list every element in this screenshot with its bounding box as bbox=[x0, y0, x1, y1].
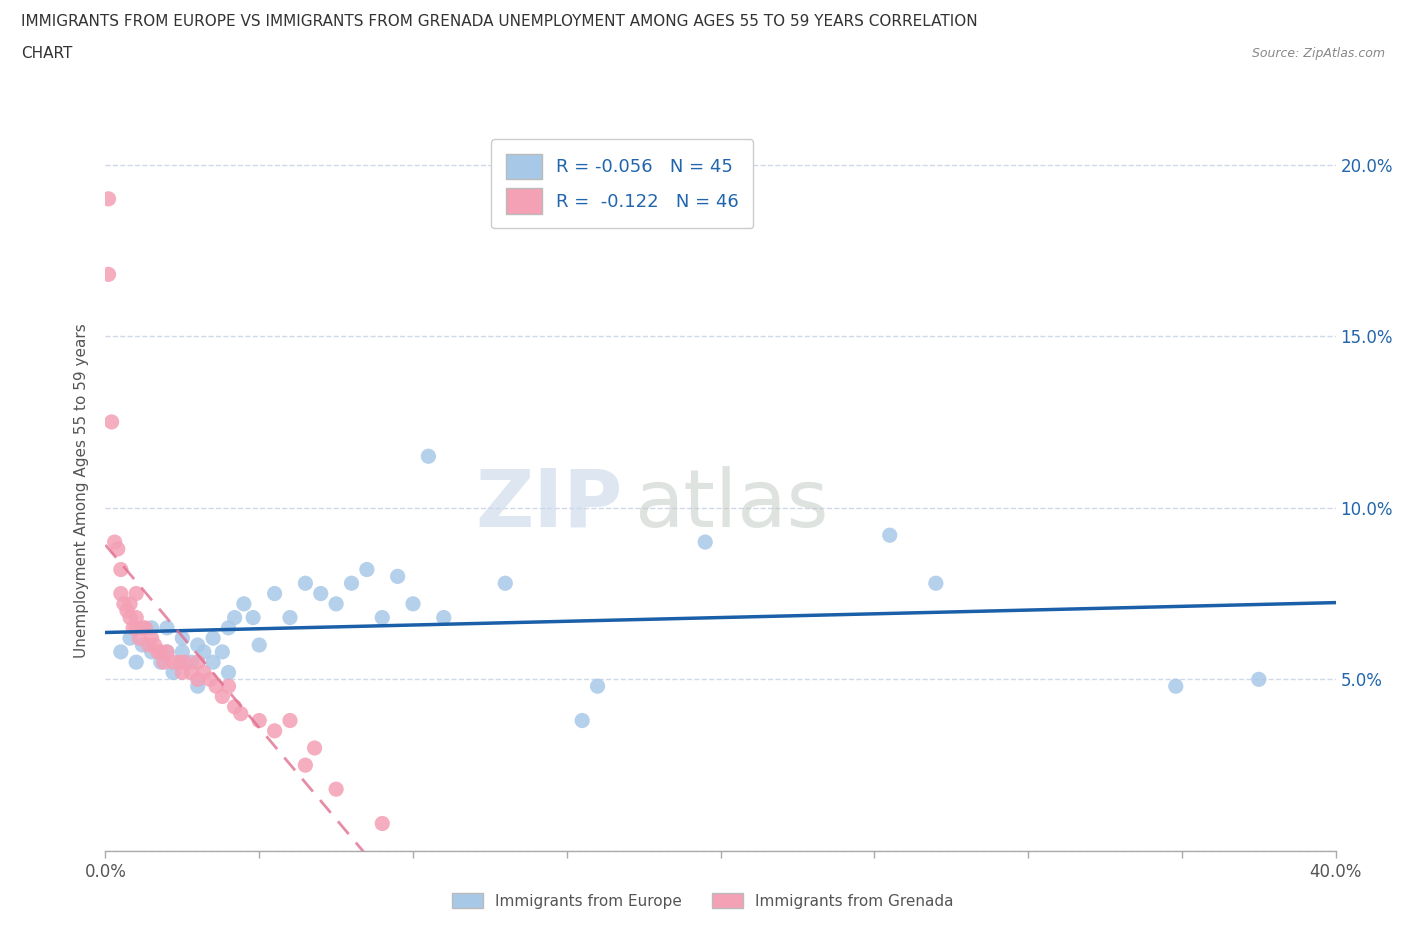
Point bbox=[125, 586, 148, 601]
Point bbox=[180, 665, 202, 680]
Point bbox=[125, 610, 148, 625]
Point bbox=[494, 576, 516, 591]
Point bbox=[371, 610, 394, 625]
Point bbox=[141, 620, 163, 635]
Point bbox=[187, 679, 209, 694]
Point bbox=[97, 192, 120, 206]
Point bbox=[125, 620, 148, 635]
Point bbox=[263, 586, 285, 601]
Point bbox=[340, 576, 363, 591]
Point bbox=[172, 631, 194, 645]
Point bbox=[433, 610, 456, 625]
Point bbox=[371, 816, 394, 830]
Point bbox=[107, 541, 129, 556]
Point bbox=[149, 644, 172, 659]
Point bbox=[278, 610, 301, 625]
Point bbox=[187, 655, 209, 670]
Point bbox=[193, 644, 215, 659]
Point bbox=[224, 699, 246, 714]
Point bbox=[387, 569, 409, 584]
Point bbox=[162, 655, 184, 670]
Point bbox=[131, 638, 153, 653]
Legend: R = -0.056   N = 45, R =  -0.122   N = 46: R = -0.056 N = 45, R = -0.122 N = 46 bbox=[491, 140, 754, 228]
Point bbox=[187, 638, 209, 653]
Point bbox=[586, 679, 609, 694]
Point bbox=[110, 586, 132, 601]
Point bbox=[695, 535, 717, 550]
Point bbox=[247, 638, 270, 653]
Point bbox=[156, 644, 179, 659]
Legend: Immigrants from Europe, Immigrants from Grenada: Immigrants from Europe, Immigrants from … bbox=[446, 886, 960, 915]
Point bbox=[112, 596, 135, 611]
Point bbox=[156, 620, 179, 635]
Y-axis label: Unemployment Among Ages 55 to 59 years: Unemployment Among Ages 55 to 59 years bbox=[75, 324, 90, 658]
Point bbox=[162, 665, 184, 680]
Point bbox=[1247, 671, 1270, 686]
Point bbox=[120, 631, 141, 645]
Point bbox=[205, 679, 228, 694]
Point bbox=[356, 562, 378, 577]
Point bbox=[169, 655, 191, 670]
Point bbox=[294, 576, 316, 591]
Point bbox=[224, 610, 246, 625]
Point bbox=[153, 655, 176, 670]
Point bbox=[120, 596, 141, 611]
Point bbox=[202, 631, 225, 645]
Point bbox=[1164, 679, 1187, 694]
Point bbox=[294, 758, 316, 773]
Point bbox=[110, 562, 132, 577]
Point bbox=[122, 620, 145, 635]
Point bbox=[156, 644, 179, 659]
Point bbox=[172, 644, 194, 659]
Text: CHART: CHART bbox=[21, 46, 73, 61]
Point bbox=[97, 267, 120, 282]
Point bbox=[115, 604, 138, 618]
Point bbox=[100, 415, 122, 430]
Text: ZIP: ZIP bbox=[475, 466, 621, 544]
Point bbox=[211, 644, 233, 659]
Point bbox=[325, 596, 347, 611]
Text: atlas: atlas bbox=[634, 466, 828, 544]
Point bbox=[149, 655, 172, 670]
Point bbox=[571, 713, 593, 728]
Point bbox=[174, 655, 197, 670]
Point bbox=[131, 620, 153, 635]
Point bbox=[925, 576, 948, 591]
Point bbox=[143, 638, 166, 653]
Point bbox=[232, 596, 254, 611]
Point bbox=[211, 689, 233, 704]
Point bbox=[125, 655, 148, 670]
Point bbox=[141, 631, 163, 645]
Point bbox=[402, 596, 425, 611]
Point bbox=[138, 638, 160, 653]
Point bbox=[198, 671, 221, 686]
Point bbox=[128, 631, 150, 645]
Point bbox=[141, 644, 163, 659]
Point bbox=[172, 665, 194, 680]
Point bbox=[218, 665, 240, 680]
Point bbox=[120, 610, 141, 625]
Point bbox=[278, 713, 301, 728]
Point bbox=[242, 610, 264, 625]
Point bbox=[180, 655, 202, 670]
Point bbox=[418, 449, 440, 464]
Point bbox=[879, 527, 901, 542]
Point bbox=[202, 655, 225, 670]
Point bbox=[146, 644, 169, 659]
Text: Source: ZipAtlas.com: Source: ZipAtlas.com bbox=[1251, 46, 1385, 60]
Point bbox=[325, 782, 347, 797]
Point bbox=[263, 724, 285, 738]
Point bbox=[218, 620, 240, 635]
Point bbox=[187, 671, 209, 686]
Point bbox=[247, 713, 270, 728]
Point bbox=[134, 620, 156, 635]
Text: IMMIGRANTS FROM EUROPE VS IMMIGRANTS FROM GRENADA UNEMPLOYMENT AMONG AGES 55 TO : IMMIGRANTS FROM EUROPE VS IMMIGRANTS FRO… bbox=[21, 14, 977, 29]
Point bbox=[304, 740, 326, 755]
Point bbox=[110, 644, 132, 659]
Point bbox=[229, 706, 252, 721]
Point bbox=[309, 586, 332, 601]
Point bbox=[218, 679, 240, 694]
Point bbox=[193, 665, 215, 680]
Point bbox=[104, 535, 127, 550]
